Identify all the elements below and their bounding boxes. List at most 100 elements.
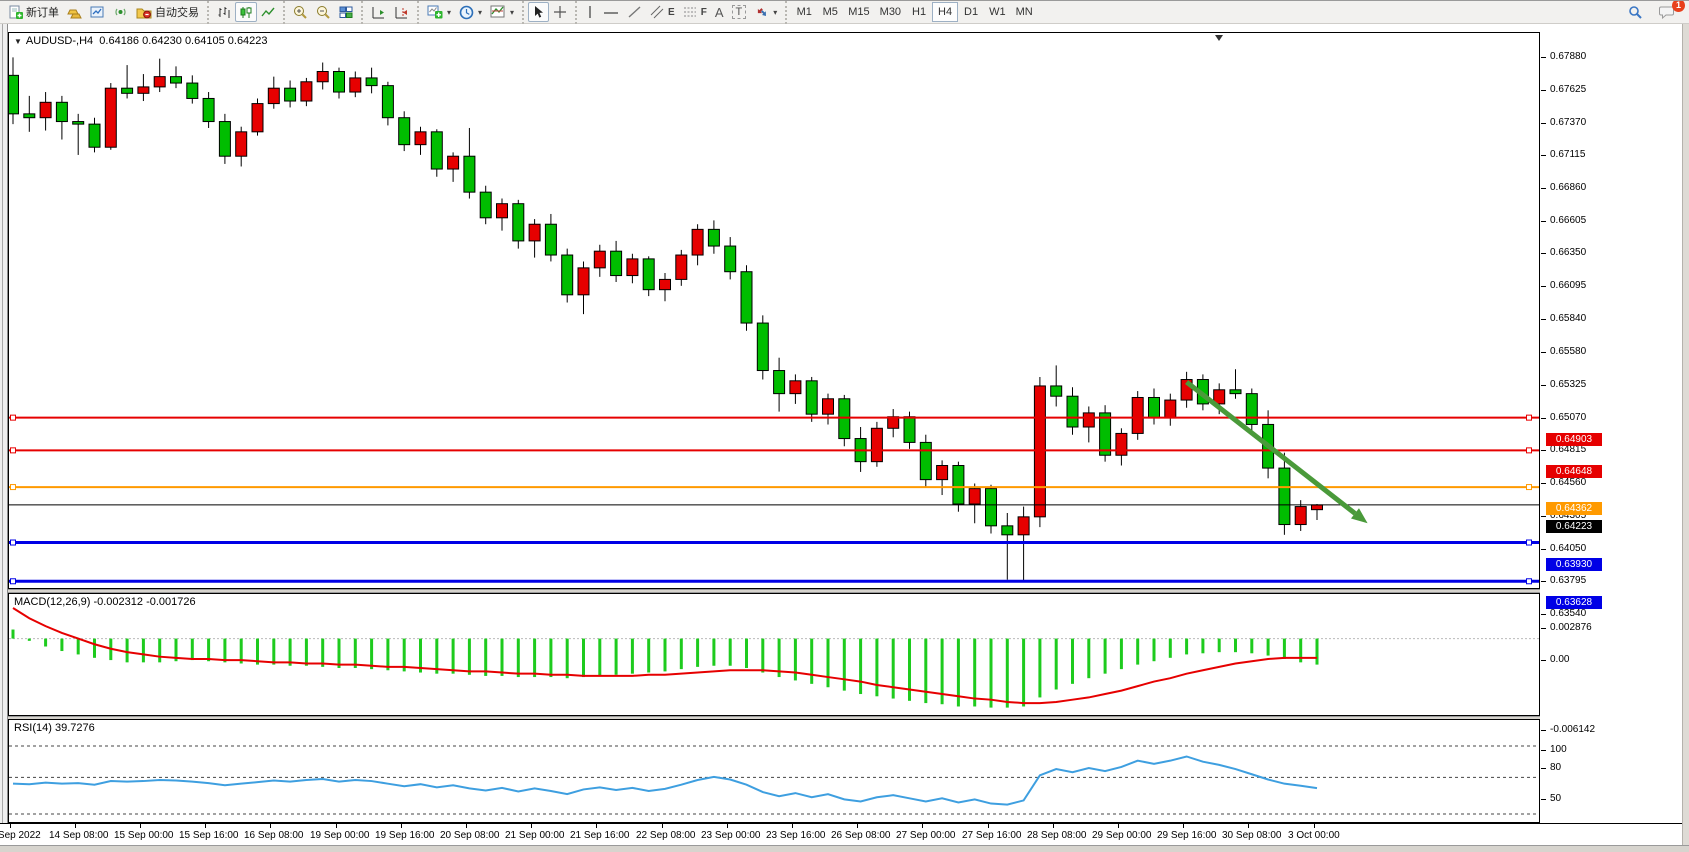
rsi-line <box>12 755 1318 806</box>
time-axis-label: 20 Sep 08:00 <box>440 830 500 841</box>
timeframe-button-m30[interactable]: M30 <box>879 6 902 18</box>
macd-histogram-bar <box>93 638 96 658</box>
new-chart-button[interactable]: ▾ <box>423 2 455 22</box>
panel-splitter[interactable] <box>8 589 1540 593</box>
main-toolbar: 新订单 <box>0 1 1689 24</box>
rsi-panel[interactable]: RSI(14) 39.7276 <box>8 719 1540 823</box>
price-tick-tick <box>1541 614 1546 615</box>
timeframe-button-h4[interactable]: H4 <box>932 2 959 22</box>
macd-histogram-bar <box>1315 638 1319 665</box>
price-panel[interactable]: ▼ AUDUSD-,H4 0.64186 0.64230 0.64105 0.64… <box>8 32 1540 589</box>
trendline-tool-button[interactable] <box>623 2 646 22</box>
macd-tick-tick <box>1541 730 1546 731</box>
candle-body <box>805 380 818 415</box>
fibonacci-tool-button[interactable]: F <box>679 2 711 22</box>
periods-button[interactable]: ▾ <box>455 2 486 22</box>
timeframe-button-w1[interactable]: W1 <box>989 6 1006 18</box>
time-tick <box>727 824 728 828</box>
candle-body <box>479 191 492 219</box>
macd-histogram-bar <box>614 638 618 675</box>
channel-icon <box>650 5 664 19</box>
vertical-line-icon <box>589 6 591 18</box>
chart-collapse-icon[interactable]: ▼ <box>14 37 22 46</box>
candlestick-chart-type-button[interactable] <box>235 2 257 22</box>
autotrading-button[interactable]: 自动交易 <box>132 2 203 22</box>
time-axis-label: 27 Sep 16:00 <box>962 830 1022 841</box>
price-tick-tick <box>1541 483 1546 484</box>
vertical-line-tool-button[interactable] <box>581 2 599 22</box>
candle-body <box>88 123 101 148</box>
price-tick-label: 0.67370 <box>1550 117 1587 128</box>
timeframe-button-mn[interactable]: MN <box>1015 6 1033 18</box>
macd-histogram-bar <box>1282 638 1286 659</box>
periods-caret-icon: ▾ <box>478 7 483 17</box>
price-tick-tick <box>1541 385 1546 386</box>
quote-close: 0.64223 <box>227 35 268 47</box>
price-level-badge: 0.63628 <box>1546 596 1602 609</box>
timeframe-button-m15[interactable]: M15 <box>848 6 870 18</box>
timeframe-button-m1[interactable]: M1 <box>796 6 812 18</box>
time-axis-label: 14 Sep 08:00 <box>49 830 109 841</box>
macd-histogram-bar <box>630 638 634 674</box>
text-label-tool-button[interactable]: T <box>728 2 751 22</box>
search-button[interactable] <box>1624 2 1647 22</box>
price-level-badge: 0.63930 <box>1546 558 1602 571</box>
market-depth-button[interactable] <box>63 2 86 22</box>
text-tool-button[interactable]: A <box>711 2 728 22</box>
macd-histogram-bar <box>60 638 64 652</box>
price-panel-canvas[interactable] <box>9 33 1539 588</box>
time-tick <box>205 824 206 828</box>
price-tick-tick <box>1541 450 1546 451</box>
chart-shift-button[interactable] <box>390 2 413 22</box>
rsi-tick-label: 50 <box>1550 793 1562 804</box>
templates-button[interactable]: ▾ <box>486 2 518 22</box>
zoom-out-button[interactable] <box>312 2 335 22</box>
macd-histogram-bar <box>565 638 569 679</box>
macd-histogram-bar <box>467 638 471 675</box>
macd-panel[interactable]: MACD(12,26,9) -0.002312 -0.001726 <box>8 593 1540 716</box>
candle-body <box>349 77 362 93</box>
candle-body <box>968 488 981 505</box>
timeframe-button-d1[interactable]: D1 <box>964 6 979 18</box>
zoom-in-button[interactable] <box>289 2 312 22</box>
candle-body <box>512 203 525 242</box>
signals-button[interactable] <box>109 2 132 22</box>
arrows-tool-button[interactable]: ▾ <box>750 2 781 22</box>
candle-body <box>544 223 557 256</box>
text-tool-icon: A <box>714 4 724 20</box>
candle-body <box>919 441 932 481</box>
auto-scroll-button[interactable] <box>367 2 390 22</box>
new-order-button[interactable]: 新订单 <box>4 2 63 22</box>
tile-windows-button[interactable] <box>335 2 357 22</box>
macd-histogram-bar <box>679 638 683 670</box>
candle-body <box>528 223 541 242</box>
price-tick-label: 0.67880 <box>1550 51 1587 62</box>
macd-panel-canvas[interactable] <box>9 594 1539 715</box>
timeframe-button-m5[interactable]: M5 <box>822 6 838 18</box>
crosshair-tool-button[interactable] <box>549 2 571 22</box>
candle-body <box>72 121 85 125</box>
timeframe-button-h1[interactable]: H1 <box>912 6 927 18</box>
macd-histogram-bar <box>304 638 308 666</box>
macd-histogram-bar <box>256 638 259 665</box>
equidistant-channel-tool-button[interactable]: E <box>646 2 679 22</box>
market-watch-button[interactable] <box>86 2 109 22</box>
candle-body <box>756 322 769 372</box>
macd-histogram-bar <box>223 638 227 663</box>
bar-chart-type-button[interactable] <box>213 2 235 22</box>
vertical-scrollbar[interactable] <box>1682 24 1689 852</box>
price-axis[interactable]: 0.67880 0.67625 0.67370 0.67115 0.66860 0.666… <box>1541 24 1682 847</box>
notifications-button[interactable]: 1 <box>1655 1 1685 22</box>
rsi-panel-canvas[interactable] <box>9 720 1539 822</box>
candle-body <box>1180 379 1193 401</box>
macd-tick-tick <box>1541 628 1546 629</box>
price-tick-tick <box>1541 319 1546 320</box>
candle-body <box>626 258 639 277</box>
candle-body <box>218 121 231 157</box>
line-chart-icon <box>261 7 275 16</box>
cursor-tool-button[interactable] <box>528 2 550 22</box>
time-axis-label: 28 Sep 08:00 <box>1027 830 1087 841</box>
horizontal-line-tool-button[interactable] <box>599 2 623 22</box>
line-chart-type-button[interactable] <box>257 2 279 22</box>
time-axis[interactable]: 13 Sep 2022 14 Sep 08:00 15 Sep 00:00 15 Se… <box>0 823 1682 846</box>
